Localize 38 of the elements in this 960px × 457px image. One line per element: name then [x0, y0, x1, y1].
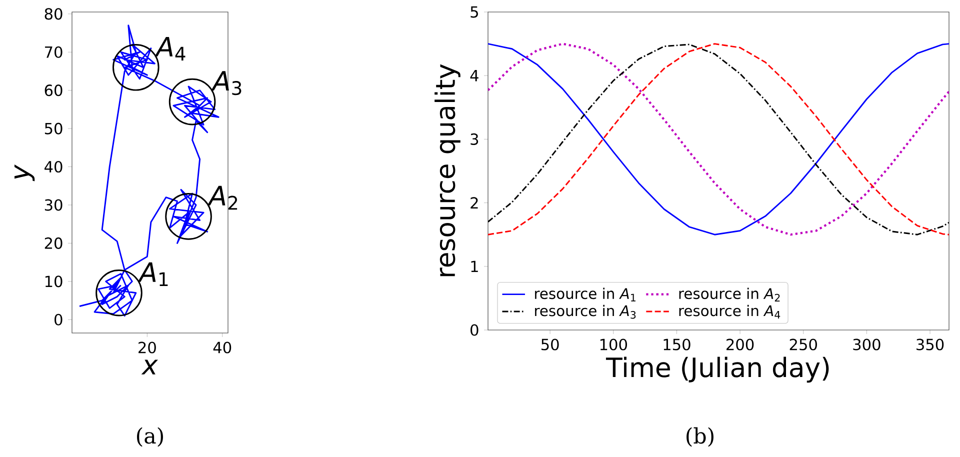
x-tick-label: 40 [213, 342, 232, 354]
y-tick-label: 0 [54, 314, 62, 326]
legend-label: resource in A$_{2}$ [679, 288, 780, 302]
x-tick-label: 150 [664, 338, 690, 350]
y-tick-label: 60 [44, 84, 62, 96]
legend-label: resource in A$_{3}$ [535, 304, 636, 319]
annotation: A$_{3}$ [211, 71, 242, 96]
x-tick-label: 300 [853, 338, 880, 350]
x-tick-label: 100 [600, 338, 627, 350]
legend-label: resource in A$_{4}$ [679, 304, 780, 318]
y-tick-label: 1 [471, 260, 478, 272]
y-tick-label: 40 [44, 160, 62, 173]
y-tick-label: 10 [45, 276, 62, 288]
x-tick-label: 350 [916, 338, 944, 350]
x-tick-label: 200 [726, 338, 754, 350]
x-axis-title: Time (Julian day) [606, 356, 829, 383]
y-tick-label: 80 [44, 8, 62, 20]
annotation: A$_{1}$ [138, 262, 168, 286]
y-tick-label: 4 [470, 70, 478, 82]
annotation: A$_{2}$ [207, 186, 238, 210]
x-axis-title: x [141, 360, 158, 374]
x-tick-label: 250 [790, 338, 817, 350]
y-tick-label: 5 [470, 6, 478, 18]
y-tick-label: 2 [470, 197, 478, 208]
x-tick-label: 50 [542, 338, 559, 350]
y-axis-title: y [14, 164, 35, 182]
annotation: A$_{4}$ [154, 36, 186, 61]
x-tick-label: 20 [138, 342, 156, 354]
y-axis-title: resource quality [434, 64, 460, 276]
y-tick-label: 3 [470, 133, 478, 145]
y-tick-label: 20 [44, 237, 62, 249]
text: (b) [686, 427, 714, 447]
y-tick-label: 50 [44, 122, 62, 134]
y-tick-label: 30 [44, 199, 62, 211]
legend-label: resource in A$_{1}$ [535, 288, 636, 302]
text: (a) [137, 427, 163, 447]
y-tick-label: 0 [470, 324, 478, 336]
y-tick-label: 70 [45, 46, 62, 58]
